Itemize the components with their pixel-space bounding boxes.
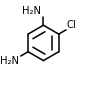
Text: H₂N: H₂N — [22, 6, 41, 16]
Text: H₂N: H₂N — [0, 56, 19, 66]
Text: Cl: Cl — [67, 20, 76, 29]
